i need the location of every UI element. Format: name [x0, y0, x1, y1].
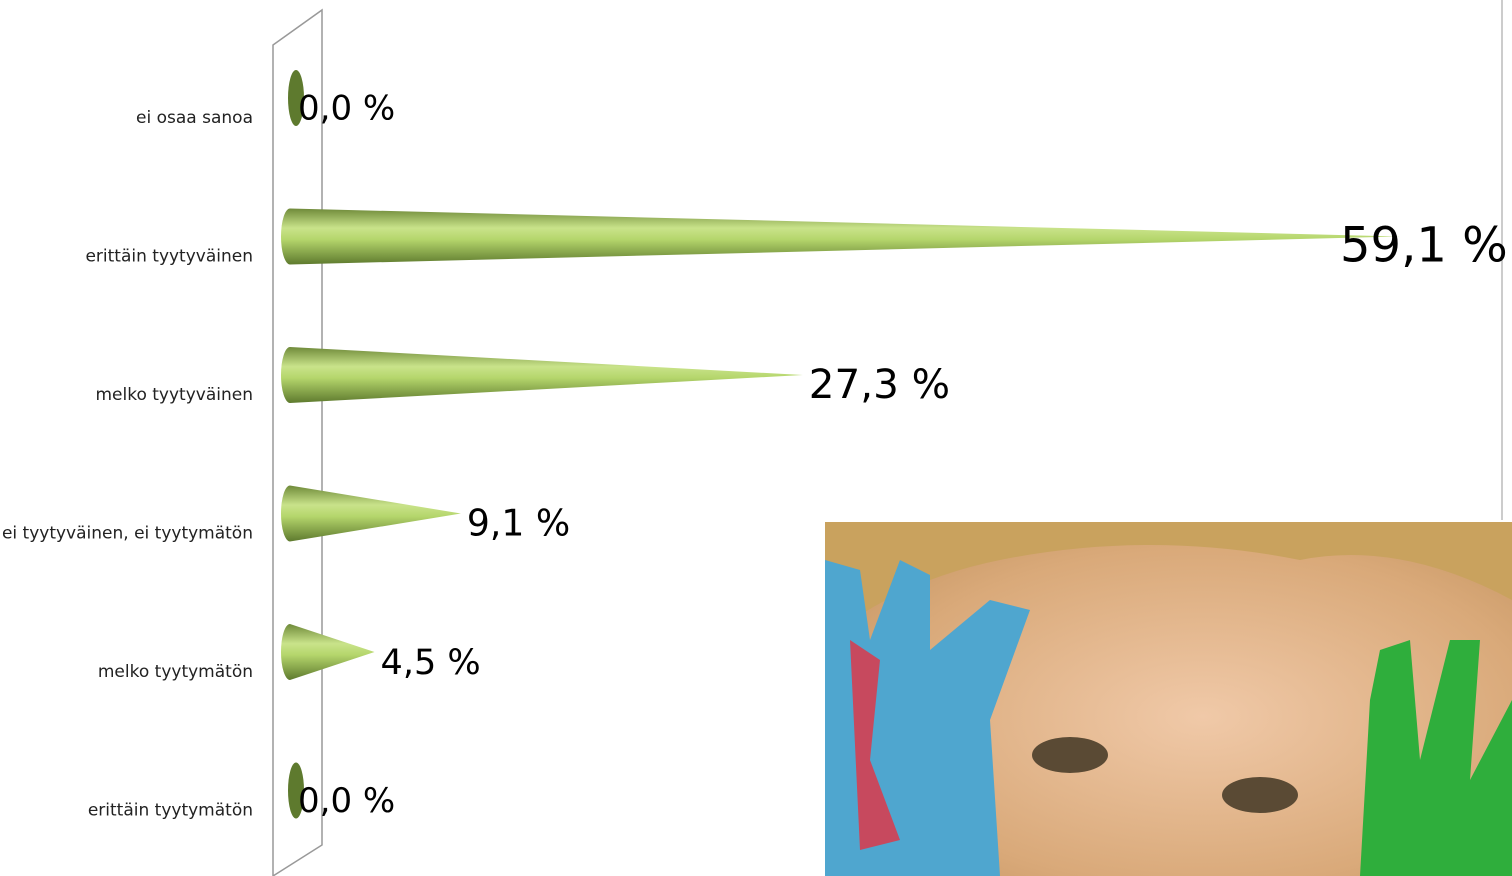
axis-wall	[272, 8, 323, 876]
category-label: ei tyytyväinen, ei tyytymätön	[2, 524, 253, 544]
value-label: 9,1 %	[467, 502, 570, 545]
cone	[281, 208, 1400, 265]
category-label: ei osaa sanoa	[136, 108, 253, 128]
cone	[288, 762, 304, 819]
value-label: 27,3 %	[809, 360, 950, 408]
category-label: melko tyytyväinen	[95, 385, 253, 405]
cone	[281, 347, 803, 403]
cone	[281, 485, 461, 542]
value-label: 4,5 %	[381, 642, 481, 683]
value-label: 0,0 %	[298, 89, 395, 129]
cone	[281, 624, 375, 680]
value-label: 59,1 %	[1340, 218, 1508, 274]
photo	[825, 522, 1512, 876]
category-label: erittäin tyytyväinen	[85, 247, 253, 267]
value-label: 0,0 %	[298, 781, 395, 821]
cone	[288, 70, 304, 126]
category-label: melko tyytymätön	[98, 662, 253, 682]
category-label: erittäin tyytymätön	[88, 801, 253, 821]
